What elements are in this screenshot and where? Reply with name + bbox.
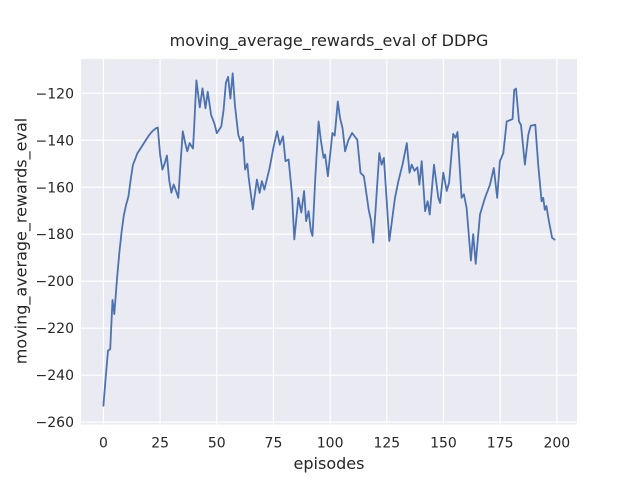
x-tick-label: 125: [373, 436, 400, 452]
y-tick-label: −120: [36, 86, 74, 102]
x-tick-label: 100: [317, 436, 344, 452]
y-tick-label: −240: [36, 368, 74, 384]
x-axis-label: episodes: [293, 454, 365, 473]
x-tick-label: 0: [99, 436, 108, 452]
chart-title: moving_average_rewards_eval of DDPG: [169, 31, 489, 50]
x-tick-label: 75: [265, 436, 283, 452]
y-tick-label: −180: [36, 227, 74, 243]
x-tick-label: 25: [151, 436, 169, 452]
x-tick-label: 50: [208, 436, 226, 452]
x-tick-label: 150: [430, 436, 457, 452]
series-line: [102, 72, 556, 407]
y-tick-label: −140: [36, 133, 74, 149]
y-tick-label: −260: [36, 415, 74, 431]
x-tick-label: 200: [543, 436, 570, 452]
plot-background: [81, 59, 577, 425]
x-tick-label: 175: [487, 436, 514, 452]
y-tick-label: −200: [36, 274, 74, 290]
y-axis-label: moving_average_rewards_eval: [11, 117, 31, 365]
y-tick-label: −160: [36, 180, 74, 196]
y-tick-label: −220: [36, 321, 74, 337]
